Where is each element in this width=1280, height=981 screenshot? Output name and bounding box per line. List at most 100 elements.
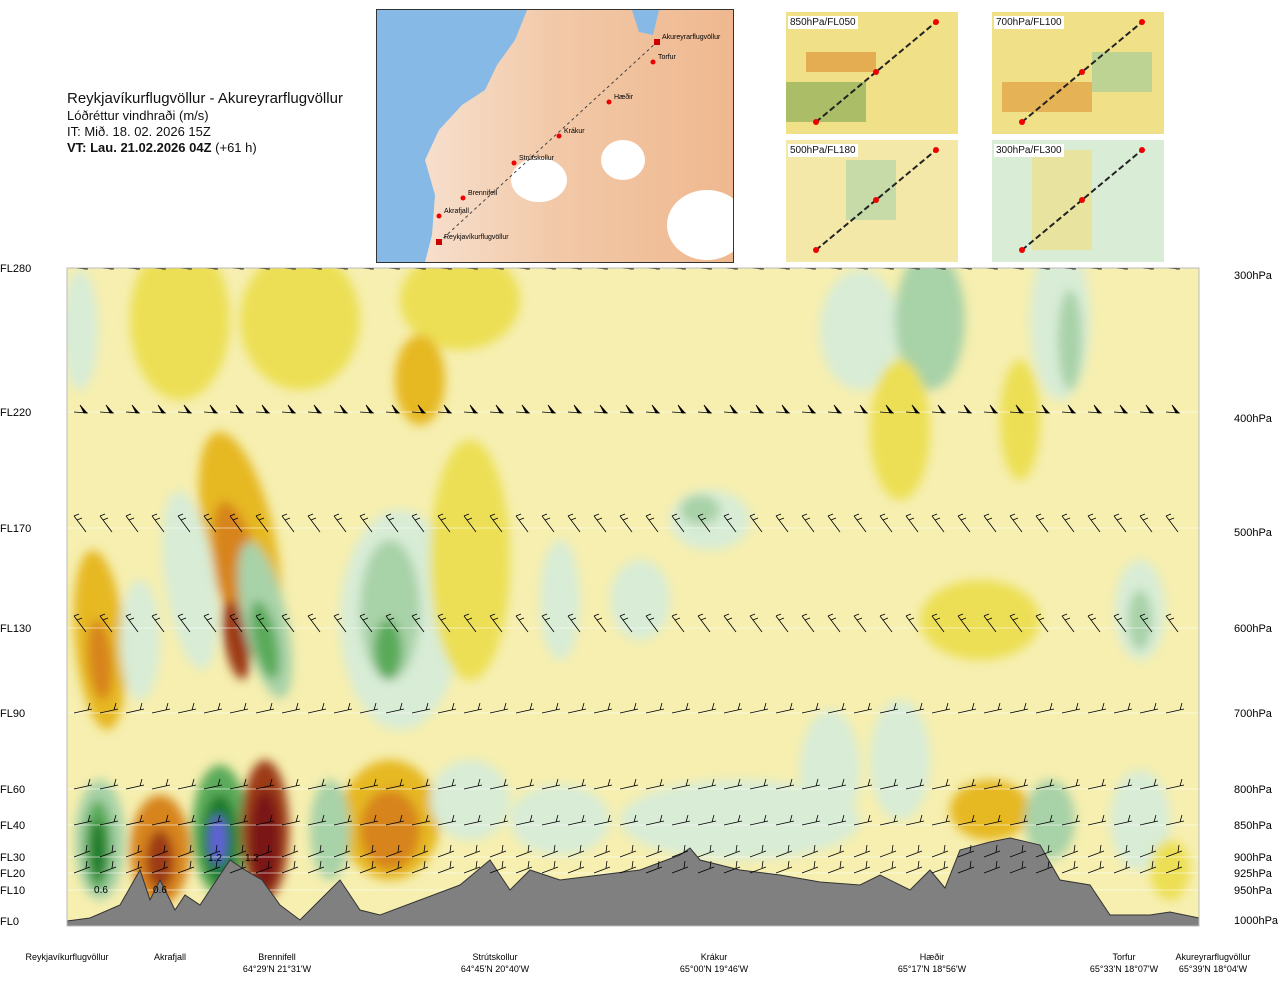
wind-barb	[723, 814, 743, 826]
wind-barb	[203, 404, 219, 414]
wind-barb	[489, 860, 507, 874]
downdraft-region	[680, 495, 720, 525]
wind-barb	[541, 702, 561, 714]
wind-barb	[515, 860, 533, 874]
wind-barb	[489, 513, 503, 533]
updraft-region	[400, 268, 520, 350]
wind-barb	[567, 778, 587, 790]
wind-barb	[99, 702, 119, 714]
wind-barb	[593, 778, 613, 790]
wind-barb	[255, 860, 273, 874]
wind-barb	[255, 814, 275, 826]
wind-barb	[1139, 513, 1153, 533]
wind-barb	[463, 844, 481, 858]
wind-barb	[99, 613, 113, 633]
wind-barb	[931, 404, 947, 414]
wind-barb	[281, 702, 301, 714]
wind-barb	[1009, 513, 1023, 533]
wind-barb	[229, 844, 247, 858]
wind-barb	[853, 844, 871, 858]
wind-barb	[879, 814, 899, 826]
wind-barb	[853, 778, 873, 790]
wind-barb	[489, 844, 507, 858]
wind-barb	[723, 702, 743, 714]
wind-barb	[125, 814, 145, 826]
waypoint-coord: 64°29'N 21°31'W	[243, 964, 312, 974]
wind-barb	[1139, 702, 1159, 714]
wind-barb	[801, 860, 819, 874]
waypoint-name: Hæðir	[920, 952, 945, 962]
waypoint-name: Brennifell	[258, 952, 296, 962]
wind-barb	[463, 860, 481, 874]
wind-barb	[567, 404, 583, 414]
wind-barb	[1165, 404, 1181, 414]
wind-barb	[853, 860, 871, 874]
wind-barb	[671, 613, 685, 633]
wind-barb	[281, 814, 301, 826]
wind-barb	[1087, 778, 1107, 790]
wind-barb	[1113, 702, 1133, 714]
wind-barb	[437, 613, 451, 633]
pressure-level-label: 925hPa	[1234, 868, 1273, 880]
wind-barb	[567, 513, 581, 533]
wind-barb	[1165, 814, 1185, 826]
plot-frame	[66, 267, 1200, 927]
wind-barb	[1061, 860, 1079, 874]
wind-barb	[957, 404, 973, 414]
wind-barb	[1139, 778, 1159, 790]
wind-barb	[1009, 702, 1029, 714]
wind-barb	[1061, 702, 1081, 714]
wind-barb	[879, 404, 895, 414]
level-map-500-label: 500hPa/FL180	[788, 144, 858, 157]
chart-header: Reykjavíkurflugvöllur - Akureyrarflugvöl…	[67, 90, 343, 156]
wind-barb	[1009, 814, 1029, 826]
wind-barb	[593, 702, 613, 714]
glacier-hofsjokull	[601, 140, 645, 180]
wind-barb	[463, 702, 483, 714]
route-point-marker	[460, 195, 466, 201]
wind-barb	[99, 778, 119, 790]
level-map-850: 850hPa/FL050	[786, 12, 958, 134]
level-map-700-label: 700hPa/FL100	[994, 16, 1064, 29]
wind-barb	[151, 702, 171, 714]
wind-barb	[255, 513, 269, 533]
wind-barb	[177, 778, 197, 790]
waypoint-coord: 65°39'N 18°04'W	[1179, 964, 1248, 974]
wind-barb	[671, 778, 691, 790]
downdraft-region	[895, 268, 965, 390]
wind-barb	[879, 702, 899, 714]
wind-barb	[307, 613, 321, 633]
route-point-label: Hæðir	[614, 93, 634, 101]
wind-barb	[307, 702, 327, 714]
wind-barb	[775, 778, 795, 790]
wind-barb	[385, 844, 403, 858]
route-point-label: Akrafjall	[444, 208, 469, 215]
wind-barb	[957, 778, 977, 790]
route-point-marker	[650, 59, 656, 65]
wind-barb	[151, 404, 167, 414]
wind-barb	[697, 860, 715, 874]
wind-barb	[957, 513, 971, 533]
wind-barb	[1035, 860, 1053, 874]
wind-barb	[697, 404, 713, 414]
route-map-graphic: Akureyrarflugvöllur Torfur Hæðir Krákur Strú…	[377, 10, 733, 262]
wind-barb	[931, 860, 949, 874]
wind-barb	[697, 702, 717, 714]
route-point-label: Reykjavíkurflugvöllur	[444, 234, 509, 241]
level-map-700-graphic	[992, 12, 1164, 134]
wind-barb	[125, 404, 141, 414]
updraft-region	[250, 790, 280, 890]
wind-barb	[489, 404, 505, 414]
wind-barb	[957, 613, 971, 633]
wind-barb	[905, 844, 923, 858]
pressure-level-label: 500hPa	[1234, 527, 1273, 539]
wind-barb	[931, 513, 945, 533]
wind-barb	[281, 860, 299, 874]
pressure-level-label: 1000hPa	[1234, 915, 1279, 927]
wind-barb	[151, 513, 165, 533]
wind-barb	[775, 860, 793, 874]
wind-barb	[671, 844, 689, 858]
wind-barb	[749, 860, 767, 874]
wind-barb	[697, 814, 717, 826]
wind-barb	[645, 513, 659, 533]
